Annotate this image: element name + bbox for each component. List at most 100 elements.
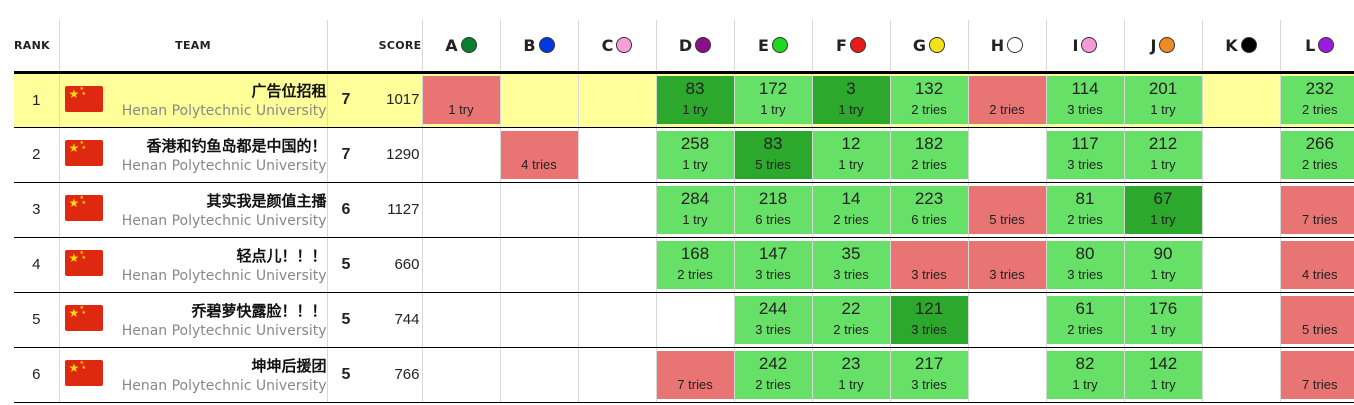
attempt-count: 3 tries — [989, 266, 1025, 282]
attempt-count: 2 tries — [677, 266, 713, 282]
problem-header-e[interactable]: E — [734, 20, 813, 74]
problem-cell-e[interactable]: 172 1 try — [734, 72, 813, 128]
team-cell[interactable]: ★ ★ ★ 坤坤后援团 Henan Polytechnic University — [59, 347, 328, 403]
score-cell: 5 744 — [327, 292, 423, 348]
problem-header-i[interactable]: I — [1046, 20, 1125, 74]
problem-cell-g[interactable]: 223 6 tries — [890, 182, 969, 238]
team-row[interactable]: 4 ★ ★ ★ 轻点儿！！！ Henan Polytechnic University 5 6… — [14, 237, 1354, 293]
problem-cell-j[interactable]: 212 1 try — [1124, 127, 1203, 183]
problem-cell-c — [578, 292, 657, 348]
attempt-count: 7 tries — [1302, 211, 1338, 227]
problem-header-g[interactable]: G — [890, 20, 969, 74]
attempt-count: 1 try — [1150, 211, 1176, 227]
problem-cell-d[interactable]: 258 1 try — [656, 127, 735, 183]
team-row[interactable]: 3 ★ ★ ★ 其实我是颜值主播 Henan Polytechnic University… — [14, 182, 1354, 238]
team-cell[interactable]: ★ ★ ★ 轻点儿！！！ Henan Polytechnic University — [59, 237, 328, 293]
team-row[interactable]: 2 ★ ★ ★ 香港和钓鱼岛都是中国的！ Henan Polytechnic Univer… — [14, 127, 1354, 183]
problem-cell-j[interactable]: 176 1 try — [1124, 292, 1203, 348]
attempt-count: 2 tries — [911, 156, 947, 172]
problem-cell-i[interactable]: 114 3 tries — [1046, 72, 1125, 128]
problem-cell-f[interactable]: 14 2 tries — [812, 182, 891, 238]
team-row[interactable]: 6 ★ ★ ★ 坤坤后援团 Henan Polytechnic University 5 76… — [14, 347, 1354, 403]
problem-cell-c — [578, 237, 657, 293]
balloon-icon — [1318, 36, 1335, 53]
score-header[interactable]: SCORE — [327, 20, 423, 74]
problem-cell-a — [422, 182, 501, 238]
balloon-icon — [460, 36, 477, 53]
problem-cell-a[interactable]: 1 try — [422, 72, 501, 128]
problem-cell-l[interactable]: 232 2 tries — [1280, 72, 1354, 128]
problem-cell-f[interactable]: 22 2 tries — [812, 292, 891, 348]
problem-cell-f[interactable]: 35 3 tries — [812, 237, 891, 293]
china-flag-icon: ★ ★ ★ — [64, 359, 103, 386]
problem-cell-d[interactable]: 7 tries — [656, 347, 735, 403]
problem-cell-e[interactable]: 244 3 tries — [734, 292, 813, 348]
problem-cell-g[interactable]: 121 3 tries — [890, 292, 969, 348]
problem-cell-g[interactable]: 182 2 tries — [890, 127, 969, 183]
problem-cell-h[interactable]: 3 tries — [968, 237, 1047, 293]
problem-cell-b[interactable]: 4 tries — [500, 127, 579, 183]
penalty-time: 1290 — [386, 145, 420, 163]
problem-cell-e[interactable]: 147 3 tries — [734, 237, 813, 293]
problem-cell-i[interactable]: 117 3 tries — [1046, 127, 1125, 183]
team-cell[interactable]: ★ ★ ★ 其实我是颜值主播 Henan Polytechnic University — [59, 182, 328, 238]
problem-header-j[interactable]: J — [1124, 20, 1203, 74]
problem-header-k[interactable]: K — [1202, 20, 1281, 74]
problem-cell-g[interactable]: 217 3 tries — [890, 347, 969, 403]
problem-cell-l[interactable]: 7 tries — [1280, 182, 1354, 238]
problem-cell-d — [656, 292, 735, 348]
rank-header[interactable]: RANK — [14, 20, 60, 74]
solved-cell: 35 3 tries — [812, 240, 889, 289]
team-cell[interactable]: ★ ★ ★ 广告位招租 Henan Polytechnic University — [59, 72, 328, 128]
team-row[interactable]: 5 ★ ★ ★ 乔碧萝快露脸！！！ Henan Polytechnic Universit… — [14, 292, 1354, 348]
team-affiliation: Henan Polytechnic University — [121, 267, 327, 284]
problem-cell-k — [1202, 127, 1281, 183]
problem-cell-j[interactable]: 90 1 try — [1124, 237, 1203, 293]
problem-cell-g[interactable]: 3 tries — [890, 237, 969, 293]
problem-cell-e[interactable]: 218 6 tries — [734, 182, 813, 238]
problem-header-b[interactable]: B — [500, 20, 579, 74]
problem-label: J — [1150, 35, 1157, 55]
solve-time: 83 — [685, 79, 705, 98]
problem-cell-i[interactable]: 81 2 tries — [1046, 182, 1125, 238]
problem-cell-l[interactable]: 7 tries — [1280, 347, 1354, 403]
problem-cell-h[interactable]: 5 tries — [968, 182, 1047, 238]
problem-cell-d[interactable]: 83 1 try — [656, 72, 735, 128]
problem-cell-l[interactable]: 266 2 tries — [1280, 127, 1354, 183]
problem-cell-d[interactable]: 284 1 try — [656, 182, 735, 238]
problem-cell-e[interactable]: 242 2 tries — [734, 347, 813, 403]
problem-cell-l[interactable]: 5 tries — [1280, 292, 1354, 348]
problem-header-h[interactable]: H — [968, 20, 1047, 74]
balloon-icon — [849, 36, 866, 53]
problem-cell-f[interactable]: 3 1 try — [812, 72, 891, 128]
problem-cell-j[interactable]: 142 1 try — [1124, 347, 1203, 403]
problem-header-a[interactable]: A — [422, 20, 501, 74]
problem-cell-i[interactable]: 61 2 tries — [1046, 292, 1125, 348]
problem-cell-j[interactable]: 201 1 try — [1124, 72, 1203, 128]
problem-label: G — [912, 35, 927, 55]
problem-header-f[interactable]: F — [812, 20, 891, 74]
attempt-count: 3 tries — [755, 321, 791, 337]
solve-time: 217 — [914, 353, 944, 373]
team-cell[interactable]: ★ ★ ★ 香港和钓鱼岛都是中国的！ Henan Polytechnic Univers… — [59, 127, 328, 183]
problem-cell-e[interactable]: 83 5 tries — [734, 127, 813, 183]
problem-cell-f[interactable]: 12 1 try — [812, 127, 891, 183]
solve-time: 22 — [841, 298, 861, 318]
problem-cell-j[interactable]: 67 1 try — [1124, 182, 1203, 238]
team-row[interactable]: 1 ★ ★ ★ 广告位招租 Henan Polytechnic University 7 10… — [14, 72, 1354, 128]
team-header[interactable]: TEAM — [59, 20, 328, 74]
problem-cell-d[interactable]: 168 2 tries — [656, 237, 735, 293]
china-flag-icon: ★ ★ ★ — [64, 194, 103, 221]
problem-cell-i[interactable]: 82 1 try — [1046, 347, 1125, 403]
problem-cell-i[interactable]: 80 3 tries — [1046, 237, 1125, 293]
problem-header-c[interactable]: C — [578, 20, 657, 74]
problem-cell-k — [1202, 72, 1281, 128]
problem-header-l[interactable]: L — [1280, 20, 1354, 74]
problem-cell-h[interactable]: 2 tries — [968, 72, 1047, 128]
problem-cell-l[interactable]: 4 tries — [1280, 237, 1354, 293]
problem-header-d[interactable]: D — [656, 20, 735, 74]
team-cell[interactable]: ★ ★ ★ 乔碧萝快露脸！！！ Henan Polytechnic University — [59, 292, 328, 348]
problem-cell-f[interactable]: 23 1 try — [812, 347, 891, 403]
failed-attempt-cell: 3 tries — [968, 240, 1045, 289]
problem-cell-g[interactable]: 132 2 tries — [890, 72, 969, 128]
